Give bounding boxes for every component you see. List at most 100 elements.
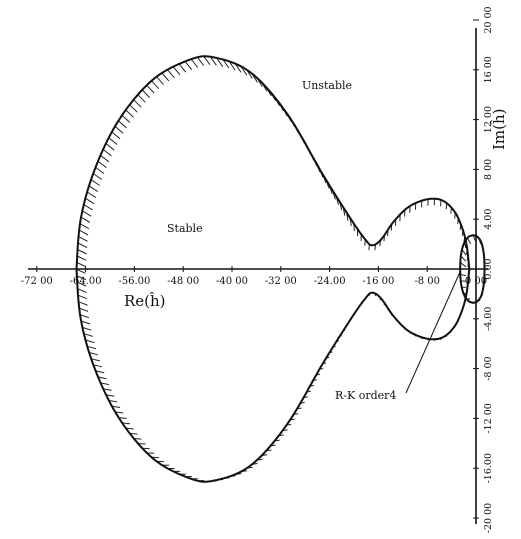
hatch-mark	[82, 210, 92, 217]
hatch-mark	[129, 104, 138, 113]
hatch-mark	[111, 131, 121, 140]
hatch-mark	[80, 320, 91, 325]
hatch-mark	[133, 99, 142, 108]
hatch-mark	[125, 109, 134, 118]
hatch-mark	[77, 294, 88, 300]
hatch-mark	[79, 307, 89, 312]
hatch-mark	[76, 262, 87, 268]
hatch-mark	[172, 66, 181, 76]
hatch-mark	[77, 281, 87, 287]
hatch-mark	[105, 143, 115, 151]
x-tick-label: 0 00	[465, 276, 487, 287]
y-axis-label: Im(ĥ)	[490, 108, 508, 150]
hatch-mark	[80, 216, 91, 223]
y-tick-label: -20 00	[483, 503, 494, 533]
hatch-mark	[93, 364, 103, 368]
hatch-mark	[196, 56, 205, 66]
hatch-mark	[161, 72, 170, 82]
hatch-mark	[76, 255, 87, 261]
hatch-mark	[105, 394, 115, 397]
stability-boundary	[75, 55, 486, 483]
axes	[28, 28, 488, 524]
hatch-mark	[167, 69, 175, 79]
hatch-mark	[78, 229, 89, 236]
hatch-mark	[97, 376, 107, 380]
hatch-mark	[115, 411, 124, 414]
x-tick-label: -24.00	[314, 276, 346, 287]
hatch-mark	[100, 155, 110, 163]
x-tick-label: -72 00	[21, 276, 53, 287]
hatch-mark	[203, 56, 211, 65]
hatch-mark	[111, 405, 121, 408]
y-tick-label: 0.00	[483, 258, 494, 279]
hatch-mark	[77, 288, 87, 293]
hatch-mark	[95, 166, 105, 175]
hatch-mark	[102, 149, 112, 157]
hatch-mark	[79, 223, 90, 230]
x-axis-label: Re(ĥ)	[124, 292, 166, 310]
x-tick-label: -8 00	[414, 276, 440, 287]
hatch-mark	[76, 275, 87, 281]
y-tick-label: 12 00	[483, 106, 494, 133]
hatch-mark	[78, 301, 88, 306]
hatch-mark	[156, 76, 164, 85]
hatch-mark	[190, 58, 199, 68]
hatch-mark	[83, 333, 93, 337]
hatch-mark	[85, 197, 95, 205]
hatch-mark	[100, 382, 110, 386]
y-tick-label: 8 00	[483, 159, 494, 180]
hatch-mark	[90, 179, 100, 186]
hatch-mark	[466, 237, 472, 245]
hatch-mark	[216, 57, 224, 67]
hatch-mark	[76, 268, 86, 274]
y-tick-label: -8 00	[483, 356, 494, 380]
y-tick-labels: 20 00 16 00 12 00 8 00 4.00 0.00 -4.00 -8 00 -12…	[473, 6, 494, 533]
hatch-mark	[151, 80, 160, 90]
rk-order4-pointer	[405, 271, 461, 394]
hatch-mark	[228, 61, 236, 71]
x-tick-label: -64.00	[70, 276, 102, 287]
x-tick-label: -56.00	[118, 276, 150, 287]
hatch-mark	[222, 59, 230, 69]
hatch-mark	[85, 339, 95, 344]
hatch-mark	[88, 352, 98, 356]
y-tick-label: 16 00	[483, 56, 494, 83]
hatch-mark	[82, 326, 92, 331]
hatch-mark	[95, 370, 105, 374]
hatch-mark	[114, 125, 124, 134]
x-tick-label: -40 00	[216, 276, 248, 287]
y-tick-label: -12 00	[483, 403, 494, 433]
hatch-mark	[118, 120, 127, 129]
x-tick-label: -16 00	[362, 276, 394, 287]
stable-region-label: Stable	[167, 222, 203, 235]
hatch-mark	[146, 84, 155, 94]
hatch-mark	[108, 137, 118, 145]
hatch-mark	[83, 204, 93, 211]
y-tick-label: -4.00	[483, 307, 494, 331]
hatch-mark	[88, 185, 98, 193]
hatch-mark	[92, 173, 103, 180]
x-tick-label: -32 00	[265, 276, 297, 287]
hatch-mark	[78, 236, 88, 242]
hatch-mark	[90, 358, 100, 362]
x-tick-label: -48 00	[167, 276, 199, 287]
hatch-mark	[125, 427, 134, 430]
hatch-mark	[137, 94, 146, 103]
hatch-mark	[209, 56, 217, 66]
hatch-mark	[108, 400, 118, 403]
hatch-mark	[97, 160, 107, 169]
unstable-region-label: Unstable	[302, 79, 352, 92]
y-tick-label: -16.00	[483, 453, 494, 483]
rk-order4-label: R-K order4	[335, 389, 396, 402]
hatch-mark	[77, 249, 87, 255]
hatch-mark	[103, 388, 112, 391]
x-tick-labels: -72 00 -64.00 -56.00 -48 00 -40 00 -32 00 -24.…	[21, 266, 487, 287]
hatch-mark	[77, 242, 88, 249]
hatch-mark	[184, 61, 193, 71]
y-tick-label: 4.00	[483, 209, 494, 230]
y-tick-label: 20 00	[483, 6, 494, 33]
hatch-mark	[178, 63, 187, 73]
hatch-mark	[87, 345, 97, 350]
hatch-mark	[86, 191, 97, 199]
